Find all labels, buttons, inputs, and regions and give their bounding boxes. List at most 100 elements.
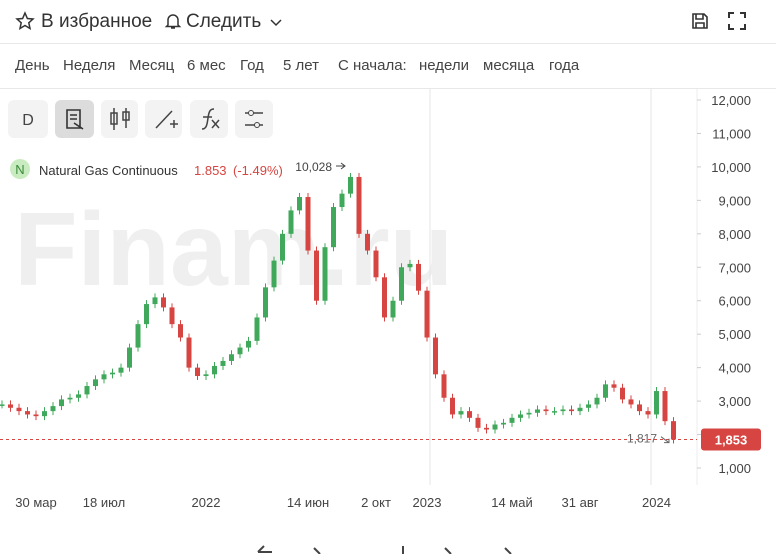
- candle-body: [67, 397, 73, 400]
- candle-body: [594, 397, 600, 405]
- candle-body: [535, 409, 540, 413]
- candle-body: [59, 399, 64, 407]
- candle-body: [450, 397, 455, 415]
- x-tick-label: 2024: [642, 495, 671, 510]
- follow-button[interactable]: Следить: [186, 11, 262, 32]
- favorite-button[interactable]: В избранное: [41, 11, 153, 32]
- candle-body: [416, 263, 421, 291]
- x-tick-label: 14 июн: [287, 495, 329, 510]
- candle-body: [552, 411, 557, 413]
- period-option[interactable]: 6 мес: [187, 57, 226, 74]
- period-option[interactable]: День: [15, 57, 50, 74]
- tool-button[interactable]: [190, 100, 228, 138]
- x-tick-label: 30 мар: [15, 495, 56, 510]
- x-tick-label: 14 май: [491, 495, 533, 510]
- header: В избранное Следить: [0, 0, 776, 44]
- candle-body: [254, 317, 260, 341]
- y-tick-label: 12,000: [711, 93, 751, 108]
- candle-body: [603, 384, 608, 398]
- candle-body: [560, 409, 566, 412]
- candle-body: [195, 367, 200, 376]
- candle-body: [441, 374, 447, 398]
- candle-body: [637, 404, 642, 412]
- candle-body: [50, 406, 56, 412]
- since-label: С начала:: [338, 57, 407, 74]
- candle-body: [577, 407, 583, 412]
- y-tick-label: 6,000: [718, 294, 751, 309]
- candle-body: [93, 379, 98, 387]
- candle-body: [212, 365, 217, 375]
- candle-body: [186, 337, 192, 368]
- candle-body: [203, 374, 209, 376]
- period-option[interactable]: Неделя: [63, 57, 116, 74]
- candle-body: [322, 247, 328, 301]
- candle-body: [305, 197, 311, 251]
- bottom-nav: [257, 545, 512, 554]
- fullscreen-icon[interactable]: [728, 12, 746, 30]
- period-button-label[interactable]: D: [22, 112, 34, 129]
- candle-body: [237, 347, 243, 355]
- candle-body: [271, 260, 277, 288]
- tool-button[interactable]: [235, 100, 273, 138]
- period-option[interactable]: Год: [240, 57, 264, 74]
- candle-body: [263, 287, 268, 318]
- legend-badge: [10, 159, 30, 179]
- candle-body: [645, 411, 651, 415]
- bell-icon: [164, 14, 182, 29]
- candle-body: [628, 399, 634, 405]
- candle-body: [297, 197, 302, 211]
- period-option[interactable]: 5 лет: [283, 57, 319, 74]
- candle-body: [407, 263, 413, 268]
- candle-body: [331, 207, 336, 248]
- candle-body: [433, 337, 438, 375]
- candle-body: [654, 391, 659, 415]
- legend-name: Natural Gas Continuous: [39, 163, 178, 178]
- x-tick-label: 18 июл: [83, 495, 125, 510]
- y-tick-label: 10,000: [711, 160, 751, 175]
- chevron-icon: [270, 19, 282, 27]
- since-option[interactable]: недели: [419, 57, 470, 74]
- candle-body: [569, 409, 574, 412]
- candle-body: [84, 386, 90, 395]
- candle-body: [484, 427, 489, 430]
- tool-button[interactable]: [101, 100, 138, 138]
- candle-body: [611, 384, 617, 388]
- candle-body: [169, 307, 175, 325]
- candle-body: [8, 404, 13, 408]
- candle-body: [76, 394, 81, 398]
- min-marker-label: 1,817: [627, 432, 657, 446]
- candle-body: [42, 411, 47, 417]
- save-icon[interactable]: [691, 12, 709, 30]
- candle-body: [0, 404, 5, 406]
- candle-body: [671, 421, 676, 440]
- since-option[interactable]: месяца: [483, 57, 535, 74]
- candle-body: [178, 324, 183, 338]
- since-option[interactable]: года: [549, 57, 580, 74]
- candle-body: [356, 176, 362, 234]
- candle-body: [373, 250, 379, 278]
- max-marker-label: 10,028: [295, 160, 332, 174]
- candle-body: [492, 424, 498, 430]
- candle-body: [314, 250, 319, 301]
- tool-button[interactable]: [8, 100, 48, 138]
- candle-body: [526, 412, 532, 415]
- candle-body: [382, 277, 387, 318]
- candle-body: [390, 300, 396, 318]
- period-option[interactable]: Месяц: [129, 57, 175, 74]
- candle-body: [229, 354, 234, 361]
- y-tick-label: 8,000: [718, 227, 751, 242]
- candle-body: [161, 297, 166, 308]
- candle-body: [509, 417, 515, 423]
- max-arrow: [336, 162, 346, 170]
- candle-body: [127, 347, 132, 368]
- candle-body: [475, 417, 481, 428]
- candle-body: [424, 290, 430, 338]
- legend-price: 1.853: [194, 163, 227, 178]
- candle-body: [25, 411, 30, 415]
- x-tick-label: 2 окт: [361, 495, 391, 510]
- y-tick-label: 4,000: [718, 361, 751, 376]
- candles: [0, 172, 676, 444]
- star-icon: [15, 11, 35, 31]
- candle-body: [288, 210, 294, 234]
